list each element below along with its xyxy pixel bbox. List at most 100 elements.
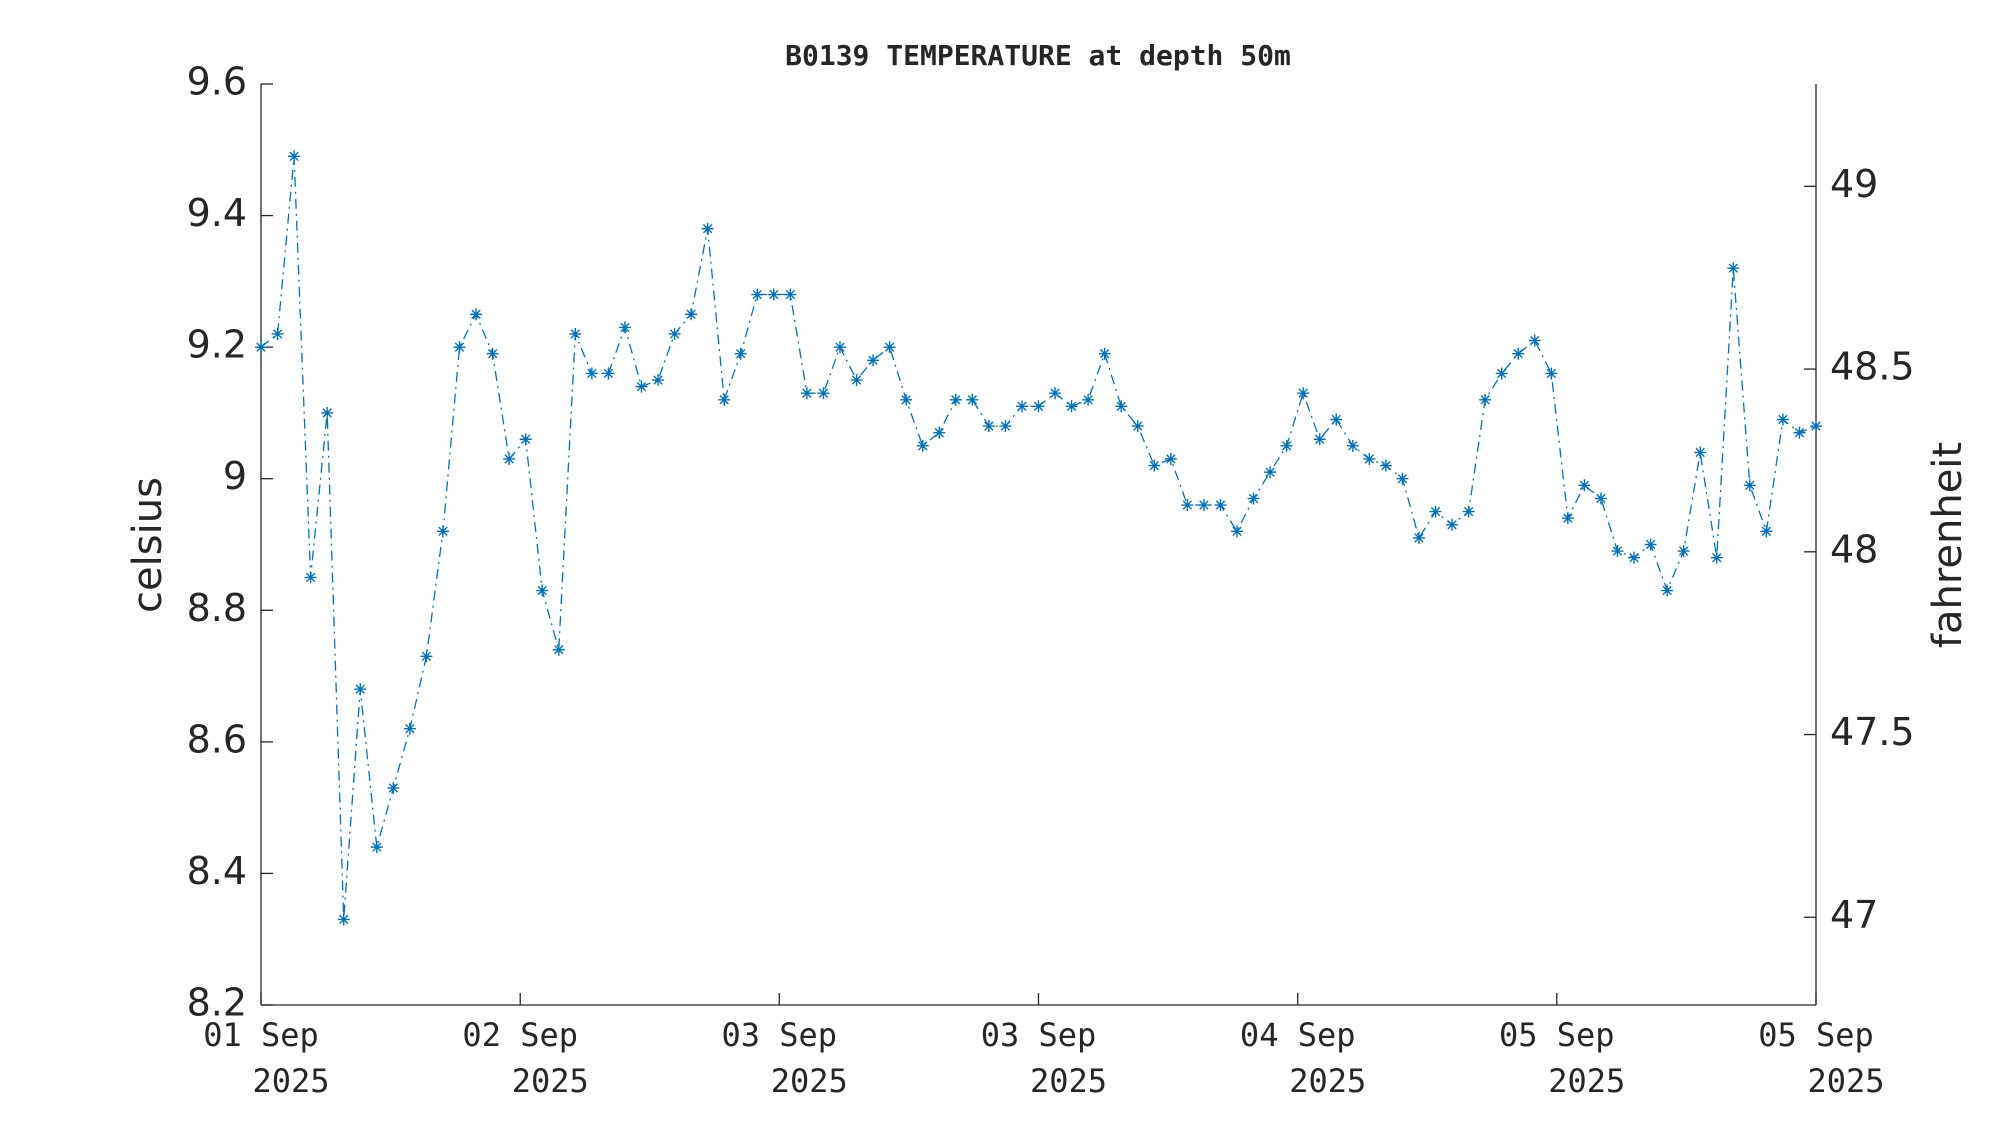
marker xyxy=(1065,400,1078,413)
marker xyxy=(1561,512,1574,525)
marker xyxy=(1611,545,1624,558)
x-tick-label: 05 Sep 2025 xyxy=(1499,1016,1625,1100)
marker xyxy=(1760,525,1773,538)
marker xyxy=(1727,262,1740,275)
marker xyxy=(1710,551,1723,564)
marker xyxy=(486,347,499,360)
y-tick-label: 9.6 xyxy=(187,60,247,104)
marker xyxy=(767,288,780,301)
marker xyxy=(503,452,516,465)
marker xyxy=(1214,499,1227,512)
marker xyxy=(1429,505,1442,518)
marker xyxy=(387,781,400,794)
marker xyxy=(453,341,466,354)
marker xyxy=(718,393,731,406)
marker xyxy=(751,288,764,301)
marker xyxy=(436,525,449,538)
y-tick-label: 8.8 xyxy=(187,586,247,630)
x-tick-label: 03 Sep 2025 xyxy=(981,1016,1107,1100)
marker xyxy=(420,650,433,663)
marker xyxy=(685,308,698,321)
marker xyxy=(1363,452,1376,465)
marker xyxy=(1578,479,1591,492)
marker xyxy=(1776,413,1789,426)
x-tick-label: 05 Sep 2025 xyxy=(1758,1016,1884,1100)
marker xyxy=(966,393,979,406)
marker xyxy=(949,393,962,406)
y-tick-label: 8.4 xyxy=(187,849,247,893)
marker xyxy=(1313,433,1326,446)
marker xyxy=(552,643,565,656)
chart-title: B0139 TEMPERATURE at depth 50m xyxy=(785,39,1291,72)
marker xyxy=(1115,400,1128,413)
y-tick-label: 9.2 xyxy=(187,323,247,367)
marker xyxy=(255,341,267,354)
marker xyxy=(1032,400,1045,413)
marker xyxy=(1148,459,1161,472)
marker xyxy=(1247,492,1260,505)
y-tick-label: 9 xyxy=(223,454,247,498)
marker xyxy=(1264,466,1277,479)
marker xyxy=(403,722,416,735)
marker xyxy=(1694,446,1707,459)
marker xyxy=(569,327,582,340)
marker xyxy=(1330,413,1343,426)
marker xyxy=(1644,538,1657,551)
y2-axis-label: fahrenheit xyxy=(1925,442,1971,648)
marker xyxy=(1231,525,1244,538)
y-tick-label: 8.2 xyxy=(187,981,247,1025)
y-tick-label: 8.6 xyxy=(187,717,247,761)
marker xyxy=(635,380,648,393)
marker xyxy=(288,150,301,163)
marker xyxy=(1743,479,1756,492)
marker xyxy=(618,321,631,334)
marker xyxy=(833,341,846,354)
marker xyxy=(982,420,995,433)
x-tick-label: 02 Sep 2025 xyxy=(462,1016,588,1100)
marker xyxy=(370,841,383,854)
marker xyxy=(585,367,598,380)
marker xyxy=(1661,584,1674,597)
marker xyxy=(1628,551,1641,564)
marker xyxy=(668,327,681,340)
y-axis-label: celsius xyxy=(125,477,171,613)
marker xyxy=(916,439,929,452)
marker xyxy=(1528,334,1541,347)
marker xyxy=(1297,387,1310,400)
marker xyxy=(1049,387,1062,400)
marker xyxy=(1164,452,1177,465)
y2-tick-label: 47 xyxy=(1830,893,1878,937)
marker xyxy=(354,683,367,696)
marker xyxy=(519,433,532,446)
marker xyxy=(1379,459,1392,472)
marker xyxy=(734,347,747,360)
marker xyxy=(933,426,946,439)
x-tick-label: 01 Sep 2025 xyxy=(203,1016,329,1100)
marker xyxy=(784,288,797,301)
marker xyxy=(817,387,830,400)
marker xyxy=(1131,420,1144,433)
marker xyxy=(1396,472,1409,485)
marker xyxy=(1495,367,1508,380)
marker xyxy=(1462,505,1475,518)
marker xyxy=(536,584,549,597)
marker xyxy=(602,367,615,380)
marker xyxy=(900,393,913,406)
marker xyxy=(999,420,1012,433)
marker xyxy=(1082,393,1095,406)
marker xyxy=(1098,347,1111,360)
series-line xyxy=(260,156,1817,920)
marker xyxy=(1181,499,1194,512)
marker xyxy=(1197,499,1210,512)
marker xyxy=(850,374,863,387)
marker xyxy=(652,374,665,387)
x-tick-label: 04 Sep 2025 xyxy=(1240,1016,1366,1100)
marker xyxy=(1412,531,1425,544)
y2-tick-label: 48 xyxy=(1830,527,1878,571)
marker xyxy=(1594,492,1607,505)
marker xyxy=(1512,347,1525,360)
y2-tick-label: 48.5 xyxy=(1830,345,1915,389)
marker xyxy=(304,571,317,584)
